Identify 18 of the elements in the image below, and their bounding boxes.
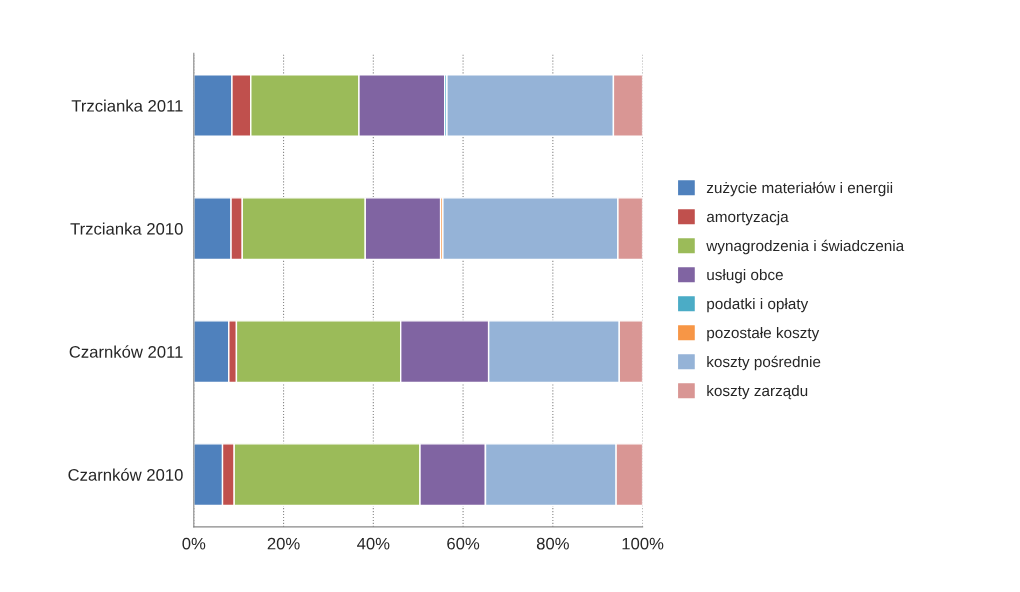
y-tick-label: Czarnków 2010	[68, 468, 183, 481]
y-tick-label: Trzcianka 2010	[70, 222, 183, 235]
y-tick-label: Czarnków 2011	[69, 345, 183, 358]
x-tick-label: 80%	[536, 537, 569, 550]
x-tick-label: 20%	[267, 537, 300, 550]
x-tick-label: 0%	[182, 537, 206, 550]
legend-label: podatki i opłaty	[707, 297, 809, 313]
legend-label: koszty zarządu	[707, 384, 808, 400]
legend-label: zużycie materiałów i energii	[706, 181, 893, 197]
legend-label: wynagrodzenia i świadczenia	[706, 239, 905, 255]
legend-label: pozostałe koszty	[707, 326, 820, 342]
y-tick-label: Trzcianka 2011	[71, 99, 183, 112]
legend-label: koszty pośrednie	[707, 355, 821, 371]
legend-label: usługi obce	[707, 268, 783, 284]
legend-label: amortyzacja	[706, 210, 789, 226]
x-tick-label: 40%	[357, 537, 390, 550]
x-tick-label: 100%	[622, 537, 664, 550]
x-tick-label: 60%	[447, 537, 480, 550]
